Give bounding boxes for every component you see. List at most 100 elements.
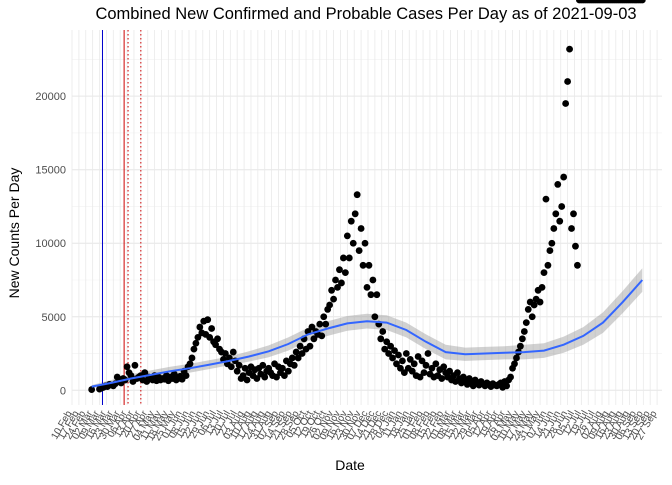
scatter-points xyxy=(88,0,646,393)
data-point xyxy=(296,342,304,350)
data-point xyxy=(544,261,552,269)
data-point xyxy=(292,348,300,356)
data-point xyxy=(190,345,198,353)
data-point xyxy=(397,364,404,372)
data-point xyxy=(212,341,219,349)
data-point xyxy=(395,351,402,359)
data-point xyxy=(357,225,365,232)
data-point xyxy=(192,339,200,347)
data-point xyxy=(568,225,575,232)
y-tick-label: 10000 xyxy=(35,238,66,250)
data-point xyxy=(316,320,324,328)
data-point xyxy=(400,369,408,377)
data-point xyxy=(222,350,229,357)
data-point xyxy=(351,210,359,218)
data-point xyxy=(322,320,330,328)
gridlines xyxy=(71,30,662,405)
data-point xyxy=(131,361,139,369)
smooth-line xyxy=(91,279,644,388)
data-point xyxy=(259,361,267,369)
data-point xyxy=(361,239,369,247)
data-point xyxy=(548,239,556,247)
data-point xyxy=(377,335,385,343)
data-point xyxy=(542,195,550,203)
data-point xyxy=(241,364,249,372)
y-tick-label: 20000 xyxy=(35,91,66,103)
data-point xyxy=(556,217,564,225)
data-point xyxy=(204,316,212,324)
data-point xyxy=(379,328,387,335)
data-point xyxy=(446,367,453,375)
data-point xyxy=(369,276,377,284)
data-point xyxy=(560,173,568,181)
data-point xyxy=(123,363,131,371)
data-point xyxy=(507,373,514,381)
data-point xyxy=(332,276,339,284)
y-tick-label: 5000 xyxy=(42,312,66,324)
data-point xyxy=(566,45,573,53)
data-point xyxy=(353,191,361,199)
data-point xyxy=(306,342,314,350)
data-point xyxy=(562,100,570,107)
data-point xyxy=(440,363,448,371)
data-point xyxy=(227,363,235,371)
data-point xyxy=(261,373,269,381)
data-point xyxy=(281,372,288,379)
data-point xyxy=(574,261,581,269)
data-point xyxy=(385,350,393,357)
data-point xyxy=(373,291,381,299)
data-point xyxy=(298,350,306,357)
data-point xyxy=(341,269,349,277)
data-point xyxy=(393,360,400,368)
data-point xyxy=(406,356,414,363)
data-point xyxy=(513,354,520,362)
data-point xyxy=(310,335,318,343)
data-point xyxy=(186,360,194,368)
data-point xyxy=(558,203,566,210)
data-point xyxy=(206,333,214,341)
data-point xyxy=(528,313,536,321)
data-point xyxy=(371,313,379,321)
data-point xyxy=(517,342,524,350)
data-point xyxy=(294,354,302,362)
data-point xyxy=(328,286,335,294)
y-axis-label: New Counts Per Day xyxy=(6,168,22,299)
data-point xyxy=(520,328,528,335)
data-point xyxy=(243,376,251,384)
data-point xyxy=(340,254,347,262)
data-point xyxy=(365,261,373,269)
y-tick-label: 0 xyxy=(60,385,66,397)
data-point xyxy=(503,382,511,390)
data-point xyxy=(284,367,292,375)
data-point xyxy=(235,361,243,369)
data-point xyxy=(290,361,298,369)
data-point xyxy=(288,354,296,362)
data-point xyxy=(359,261,367,269)
chart-title: Combined New Confirmed and Probable Case… xyxy=(95,5,636,23)
data-point xyxy=(524,306,532,313)
data-point xyxy=(233,367,241,375)
data-point xyxy=(308,323,316,331)
data-point xyxy=(522,319,530,327)
data-point xyxy=(88,386,96,393)
data-point xyxy=(141,369,149,377)
data-point xyxy=(336,266,343,274)
data-point xyxy=(408,367,416,375)
data-point xyxy=(326,301,334,309)
data-point xyxy=(383,338,391,346)
data-point xyxy=(273,373,280,381)
data-point xyxy=(239,372,247,379)
data-point xyxy=(196,323,204,331)
data-point xyxy=(318,332,326,340)
data-point xyxy=(194,333,202,341)
data-point xyxy=(538,283,546,291)
data-point xyxy=(170,370,178,378)
data-point xyxy=(330,295,337,303)
event-lines xyxy=(101,30,142,405)
data-point xyxy=(345,254,353,262)
data-point xyxy=(381,345,389,353)
data-point xyxy=(530,301,538,309)
data-point xyxy=(554,181,562,188)
